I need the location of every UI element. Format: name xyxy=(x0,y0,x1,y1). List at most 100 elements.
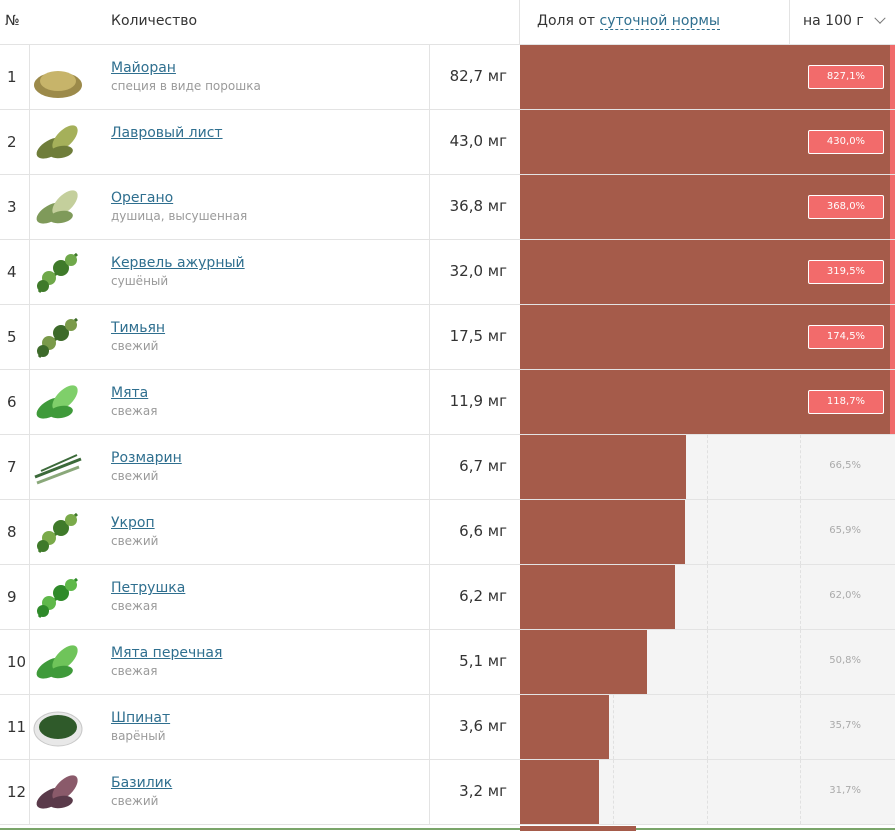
amount-value: 6,2 мг xyxy=(459,587,507,605)
grid-line xyxy=(800,630,801,694)
amount-value: 3,6 мг xyxy=(459,717,507,735)
row-number-cell: 1 xyxy=(0,45,30,109)
daily-norm-bar: 368,0% xyxy=(520,175,895,239)
grid-line xyxy=(707,500,708,564)
product-name-cell: Базилик свежий xyxy=(111,774,421,809)
product-link[interactable]: Укроп xyxy=(111,515,155,531)
percent-badge: 827,1% xyxy=(808,65,884,89)
row-number-cell: 11 xyxy=(0,695,30,759)
amount-value: 11,9 мг xyxy=(449,392,507,410)
product-description: свежая xyxy=(111,404,158,418)
parsley-icon[interactable] xyxy=(31,573,85,621)
percent-label: 62,0% xyxy=(829,590,861,601)
row-number: 7 xyxy=(7,458,17,476)
row-number: 12 xyxy=(7,783,27,801)
daily-norm-bar: 430,0% xyxy=(520,110,895,174)
footer-divider xyxy=(0,828,895,830)
percent-label: 50,8% xyxy=(829,655,861,666)
peppermint-icon[interactable] xyxy=(31,638,85,686)
daily-norm-bar: 65,9% xyxy=(520,500,895,564)
grid-line xyxy=(707,630,708,694)
percent-label: 65,9% xyxy=(829,525,861,536)
percent-badge: 319,5% xyxy=(808,260,884,284)
oregano-icon[interactable] xyxy=(31,183,85,231)
amount-cell: 5,1 мг xyxy=(429,630,519,694)
table-row: 10 Мята перечная свежая 5,1 мг 50,8% xyxy=(0,630,895,695)
product-link[interactable]: Шпинат xyxy=(111,710,171,726)
amount-value: 5,1 мг xyxy=(459,652,507,670)
dill-icon[interactable] xyxy=(31,508,85,556)
grid-line xyxy=(800,565,801,629)
column-quantity-header: Количество xyxy=(111,13,198,29)
product-name-cell: Мята перечная свежая xyxy=(111,644,421,679)
percent-badge: 368,0% xyxy=(808,195,884,219)
table-row: 9 Петрушка свежая 6,2 мг 62,0% xyxy=(0,565,895,630)
bar-fill xyxy=(520,565,675,629)
overflow-marker xyxy=(890,175,895,239)
product-name-cell: Шпинат варёный xyxy=(111,709,421,744)
product-link[interactable]: Майоран xyxy=(111,60,176,76)
row-number: 11 xyxy=(7,718,27,736)
overflow-marker xyxy=(890,240,895,304)
amount-value: 36,8 мг xyxy=(449,197,507,215)
grid-line xyxy=(707,435,708,499)
product-name-cell: Орегано душица, высушенная xyxy=(111,189,421,224)
next-row-edge xyxy=(0,826,895,831)
row-number-cell: 4 xyxy=(0,240,30,304)
product-link[interactable]: Петрушка xyxy=(111,580,186,596)
row-number-cell: 3 xyxy=(0,175,30,239)
product-name-cell: Тимьян свежий xyxy=(111,319,421,354)
product-link[interactable]: Базилик xyxy=(111,775,173,791)
row-number: 6 xyxy=(7,393,17,411)
row-number-cell: 7 xyxy=(0,435,30,499)
rosemary-icon[interactable] xyxy=(31,443,85,491)
amount-cell: 11,9 мг xyxy=(429,370,519,434)
chervil-icon[interactable] xyxy=(31,248,85,296)
grid-line xyxy=(613,760,614,824)
basil-icon[interactable] xyxy=(31,768,85,816)
product-name-cell: Кервель ажурный сушёный xyxy=(111,254,421,289)
daily-norm-bar: 50,8% xyxy=(520,630,895,694)
overflow-marker xyxy=(890,110,895,174)
row-number-cell: 8 xyxy=(0,500,30,564)
column-share-header: Доля от суточной нормы xyxy=(519,0,790,44)
table-row: 8 Укроп свежий 6,6 мг 65,9% xyxy=(0,500,895,565)
percent-badge: 118,7% xyxy=(808,390,884,414)
table-row: 7 Розмарин свежий 6,7 мг 66,5% xyxy=(0,435,895,500)
product-name-cell: Лавровый лист xyxy=(111,124,421,143)
table-header: № Количество Доля от суточной нормы на 1… xyxy=(0,0,895,45)
product-description: свежий xyxy=(111,469,159,483)
product-link[interactable]: Тимьян xyxy=(111,320,166,336)
product-link[interactable]: Кервель ажурный xyxy=(111,255,245,271)
product-link[interactable]: Лавровый лист xyxy=(111,125,223,141)
thyme-icon[interactable] xyxy=(31,313,85,361)
mint-icon[interactable] xyxy=(31,378,85,426)
next-row-bar-fill xyxy=(520,826,636,831)
spinach-icon[interactable] xyxy=(31,703,85,751)
bay-leaf-icon[interactable] xyxy=(31,118,85,166)
product-link[interactable]: Мята xyxy=(111,385,149,401)
daily-norm-link[interactable]: суточной нормы xyxy=(599,13,720,30)
daily-norm-bar: 62,0% xyxy=(520,565,895,629)
table-row: 12 Базилик свежий 3,2 мг 31,7% xyxy=(0,760,895,825)
product-description: свежий xyxy=(111,794,159,808)
amount-cell: 6,6 мг xyxy=(429,500,519,564)
bar-fill xyxy=(520,760,599,824)
amount-cell: 17,5 мг xyxy=(429,305,519,369)
per-amount-selector[interactable]: на 100 г xyxy=(791,12,895,29)
product-link[interactable]: Розмарин xyxy=(111,450,182,466)
product-link[interactable]: Мята перечная xyxy=(111,645,223,661)
amount-cell: 6,2 мг xyxy=(429,565,519,629)
row-number: 3 xyxy=(7,198,17,216)
amount-cell: 36,8 мг xyxy=(429,175,519,239)
product-name-cell: Розмарин свежий xyxy=(111,449,421,484)
daily-norm-bar: 118,7% xyxy=(520,370,895,434)
product-link[interactable]: Орегано xyxy=(111,190,174,206)
chevron-down-icon xyxy=(874,12,886,24)
share-prefix: Доля от xyxy=(537,13,596,29)
grid-line xyxy=(800,500,801,564)
bar-fill xyxy=(520,500,685,564)
product-description: специя в виде порошка xyxy=(111,79,261,93)
marjoram-icon[interactable] xyxy=(31,53,85,101)
percent-label: 35,7% xyxy=(829,720,861,731)
